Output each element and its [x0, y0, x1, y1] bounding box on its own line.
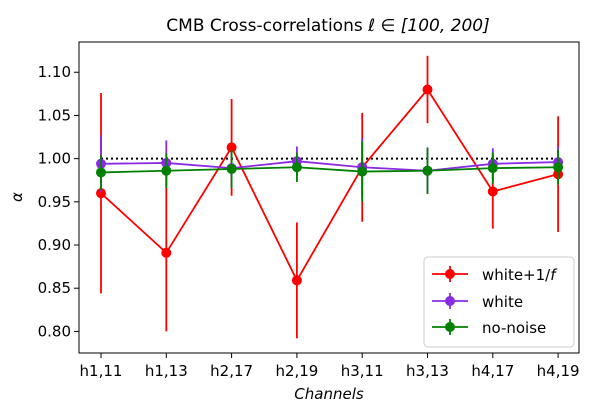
x-ticks: h1,11 h1,13 h2,17 h2,19 h3,11 h3,13 h4,17 h4,19 — [80, 353, 580, 380]
legend-marker-no-noise — [445, 322, 455, 332]
x-tick-label: h1,13 — [145, 362, 188, 380]
data-point — [226, 163, 237, 174]
data-point — [487, 163, 498, 174]
data-point — [291, 162, 302, 173]
x-tick-label: h1,11 — [80, 362, 123, 380]
y-tick-label: 1.10 — [38, 63, 71, 81]
x-tick-label: h3,13 — [406, 362, 449, 380]
y-tick-label: 0.85 — [38, 279, 71, 297]
legend-label-white-1f: white+1/f — [482, 266, 558, 284]
data-point — [161, 247, 172, 258]
legend-label-white: white — [482, 293, 523, 311]
legend-label-no-noise: no-noise — [482, 319, 546, 337]
data-point — [357, 166, 368, 177]
series-layer — [96, 55, 564, 339]
data-point — [96, 167, 106, 178]
data-point — [422, 165, 433, 176]
chart-title: CMB Cross-correlations ℓ ∈ [100, 200] — [166, 16, 489, 36]
series-line — [100, 166, 559, 174]
plot-frame — [78, 41, 580, 354]
x-tick-label: h4,19 — [537, 362, 580, 380]
legend: white+1/f white no-noise — [423, 256, 575, 348]
data-point — [553, 162, 564, 173]
series-line — [100, 160, 559, 172]
legend-marker-white — [445, 296, 455, 306]
series-no-noise — [96, 141, 564, 202]
x-tick-label: h2,17 — [210, 362, 253, 380]
x-tick-label: h3,11 — [341, 362, 384, 380]
x-tick-label: h4,17 — [471, 362, 514, 380]
y-tick-label: 1.00 — [38, 150, 71, 168]
data-point — [291, 275, 302, 286]
y-tick-label: 0.90 — [38, 236, 71, 254]
data-point — [96, 188, 106, 199]
series-white-1-f — [96, 55, 564, 339]
data-point — [161, 165, 172, 176]
x-axis-label: Channels — [294, 385, 364, 400]
y-axis-label: α — [8, 192, 26, 202]
data-point — [226, 142, 237, 153]
legend-box — [423, 256, 575, 348]
y-ticks: 0.80 0.85 0.90 0.95 1.00 1.05 1.10 — [38, 63, 79, 340]
series-line — [100, 87, 559, 283]
y-tick-label: 0.95 — [38, 193, 71, 211]
data-point — [487, 186, 498, 197]
x-tick-label: h2,19 — [275, 362, 318, 380]
y-tick-label: 1.05 — [38, 106, 71, 124]
y-tick-label: 0.80 — [38, 322, 71, 340]
legend-marker-white-1f — [445, 269, 455, 279]
data-point — [422, 84, 433, 95]
